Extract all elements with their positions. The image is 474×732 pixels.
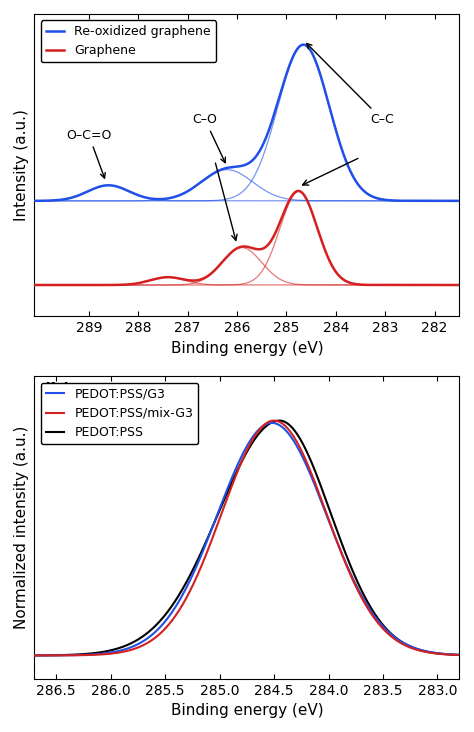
- Legend: Re-oxidized graphene, Graphene: Re-oxidized graphene, Graphene: [41, 20, 216, 62]
- Text: (a): (a): [43, 20, 72, 38]
- Legend: PEDOT:PSS/G3, PEDOT:PSS/mix-G3, PEDOT:PSS: PEDOT:PSS/G3, PEDOT:PSS/mix-G3, PEDOT:PS…: [41, 383, 198, 444]
- X-axis label: Binding energy (eV): Binding energy (eV): [171, 703, 323, 718]
- Text: C–O: C–O: [192, 113, 225, 163]
- Text: O–C=O: O–C=O: [66, 129, 111, 178]
- Text: (b): (b): [43, 382, 73, 400]
- Text: C–C: C–C: [307, 43, 394, 126]
- X-axis label: Binding energy (eV): Binding energy (eV): [171, 340, 323, 356]
- Y-axis label: Normalized intensity (a.u.): Normalized intensity (a.u.): [14, 426, 29, 630]
- Y-axis label: Intensity (a.u.): Intensity (a.u.): [14, 109, 29, 221]
